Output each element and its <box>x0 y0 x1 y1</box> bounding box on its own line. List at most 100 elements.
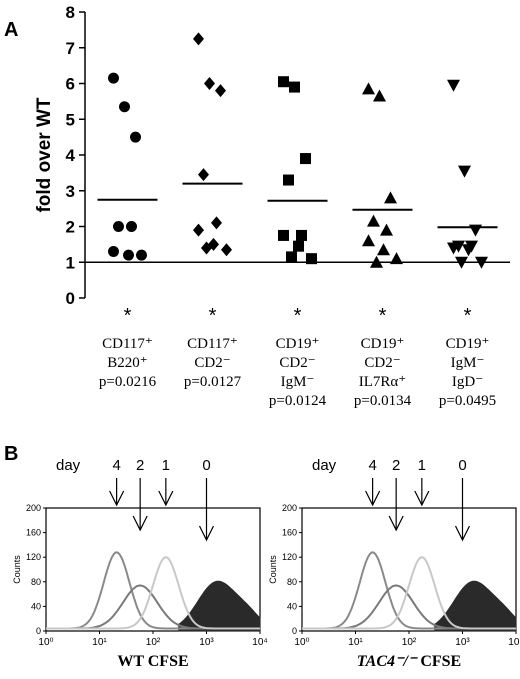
category-label-line: IgM⁻ <box>281 374 315 390</box>
data-point <box>221 243 232 257</box>
x-axis-label: WT CFSE <box>117 653 188 670</box>
y-tick-label: 80 <box>287 577 297 587</box>
x-tick-label: 10² <box>146 637 161 648</box>
panel-a: A fold over WT 0 1 2 3 4 5 6 7 8 * CD117⁺ B220⁺ p=0… <box>4 3 510 409</box>
x-tick-label: 10⁰ <box>38 637 53 648</box>
y-tick-label: 0 <box>36 626 41 636</box>
y-tick-label: 0 <box>66 289 75 308</box>
day-number: 4 <box>368 457 376 474</box>
y-tick-label: 3 <box>66 182 75 201</box>
y-tick-label: 2 <box>66 218 75 237</box>
scatter-marks <box>97 32 498 269</box>
y-tick-label: 6 <box>66 75 75 94</box>
y-axis-label: Counts <box>12 555 22 584</box>
day-arrow-head <box>158 490 174 507</box>
data-point <box>462 244 475 257</box>
day-label: day <box>56 457 81 474</box>
data-point <box>126 221 137 232</box>
category-label-line: CD2⁻ <box>194 355 230 371</box>
y-tick-label: 120 <box>26 552 41 562</box>
day0-filled-curve <box>434 580 517 632</box>
category-label-line: IgD⁻ <box>452 374 483 390</box>
category-label-line: IgM⁻ <box>451 355 485 371</box>
y-tick-label: 200 <box>26 503 41 513</box>
day-arrow-head <box>388 515 404 532</box>
y-tick-label: 160 <box>26 528 41 538</box>
day-arrow-head <box>198 525 215 542</box>
y-tick-label: 120 <box>282 552 297 562</box>
data-point <box>447 79 460 92</box>
y-tick-label: 40 <box>31 601 41 611</box>
y-tick-label: 7 <box>66 39 75 58</box>
category-label-line: B220⁺ <box>107 355 147 371</box>
category-label-line: CD2⁻ <box>279 355 315 371</box>
category-label-line: p=0.0124 <box>269 393 327 409</box>
data-point <box>300 153 311 165</box>
day0-filled-curve <box>178 580 261 632</box>
category-label-line: CD117⁺ <box>187 336 238 352</box>
data-point <box>108 246 119 258</box>
day1-curve <box>302 556 516 630</box>
data-point <box>278 229 289 241</box>
day-arrow-head <box>454 525 471 542</box>
data-point <box>367 214 380 227</box>
panel-label-b: B <box>4 443 18 465</box>
category-label-line: CD117⁺ <box>102 336 153 352</box>
data-point <box>384 191 397 204</box>
x-tick-label: 10¹ <box>348 637 363 648</box>
data-point <box>362 82 375 95</box>
day-arrow-head <box>414 490 430 507</box>
data-point <box>293 240 304 252</box>
y-tick-label: 4 <box>66 146 76 165</box>
data-point <box>130 131 141 143</box>
data-point <box>390 252 403 265</box>
data-point <box>108 72 119 84</box>
histogram-panel: Counts 0 40 80 120 160 200 10⁰ 10¹ 10² 10³ 10⁴ day 42… <box>268 457 520 670</box>
x-tick-label: 10⁰ <box>294 637 309 648</box>
data-point <box>362 234 375 247</box>
panel-label-a: A <box>4 19 18 41</box>
data-point <box>113 221 124 232</box>
data-point <box>193 32 204 46</box>
day-number: 4 <box>112 457 120 474</box>
day-number: 2 <box>136 457 144 474</box>
y-tick-label: 200 <box>282 503 297 513</box>
category-label-line: p=0.0495 <box>439 393 496 409</box>
data-point <box>458 165 471 178</box>
data-point <box>193 223 204 237</box>
data-point <box>211 216 222 230</box>
data-point <box>455 256 468 269</box>
data-point <box>373 89 386 102</box>
x-tick-label: 10¹ <box>92 637 107 648</box>
x-tick-label: 10⁴ <box>252 637 267 648</box>
data-point <box>198 168 209 182</box>
panel-b: B Counts 0 40 80 120 160 200 10⁰ 10¹ 10² 10³ 10⁴ day… <box>4 443 520 670</box>
data-point <box>136 249 147 261</box>
y-tick-label: 1 <box>66 253 75 272</box>
x-axis-label: TAC4⁻/⁻ CFSE <box>357 653 461 670</box>
y-tick-label: 80 <box>31 577 41 587</box>
day-number: 1 <box>162 457 170 474</box>
y-tick-label: 40 <box>287 601 297 611</box>
data-point <box>289 81 300 93</box>
category-label-line: p=0.0216 <box>99 374 157 390</box>
category-label-line: CD2⁻ <box>364 355 400 371</box>
x-tick-label: 10³ <box>455 637 470 648</box>
data-point <box>469 224 482 237</box>
data-point <box>204 77 215 90</box>
x-tick-label: 10³ <box>199 637 214 648</box>
data-point <box>306 253 317 265</box>
day-number: 2 <box>392 457 400 474</box>
y-tick-label: 8 <box>66 3 75 22</box>
x-tick-label: 10² <box>402 637 417 648</box>
data-point <box>119 101 130 113</box>
significance-star: * <box>379 305 387 327</box>
day-arrow-head <box>365 490 381 507</box>
significance-star: * <box>294 305 302 327</box>
data-point <box>296 229 307 241</box>
y-tick-label: 5 <box>66 110 75 129</box>
day-arrow-head <box>132 515 148 532</box>
